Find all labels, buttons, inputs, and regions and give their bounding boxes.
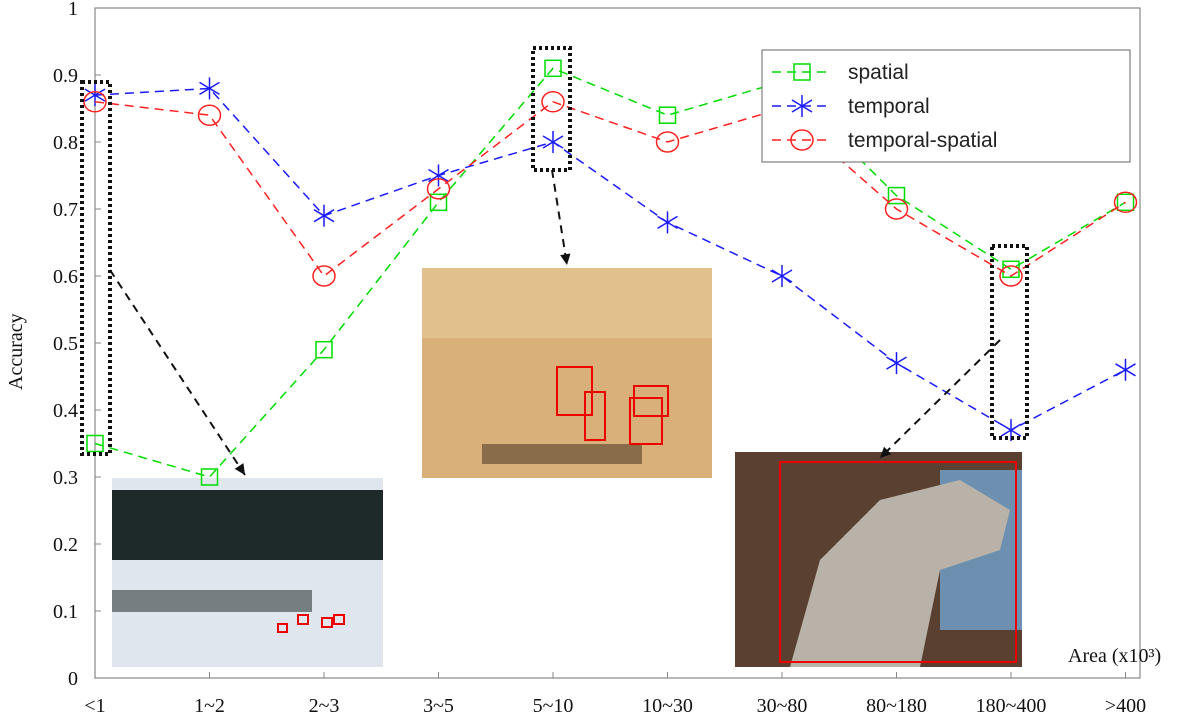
data-point-spatial [1116, 193, 1135, 212]
arrow-head [560, 253, 571, 265]
data-point-temporal-spatial [655, 131, 680, 153]
y-tick-label: 0.5 [53, 333, 78, 355]
x-tick-label: <1 [84, 695, 105, 717]
legend: spatial temporal temporal-spatial [761, 49, 1131, 163]
x-tick-label: 30~80 [757, 695, 808, 717]
data-point-temporal [771, 265, 793, 287]
data-point-spatial [200, 468, 219, 486]
x-tick-label: 1~2 [194, 695, 225, 717]
y-tick-label: 0.1 [53, 601, 78, 623]
dotted-highlight-box [80, 80, 112, 456]
asterisk-stroke [1115, 363, 1136, 377]
asterisk-stroke [428, 168, 449, 183]
data-point-temporal-spatial [1113, 191, 1138, 214]
y-tick-label: 0.7 [53, 199, 78, 221]
wolf-photo [735, 452, 1022, 667]
y-tick-label: 0.6 [53, 266, 78, 288]
sand-top [422, 268, 712, 338]
y-tick-label: 0.8 [53, 132, 78, 154]
data-point-temporal [657, 211, 678, 234]
asterisk-stroke [199, 81, 220, 96]
data-point-temporal [199, 77, 220, 100]
arrow-head [880, 446, 892, 458]
legend-marker [793, 63, 811, 81]
wolf-shape [790, 480, 1010, 667]
x-tick-label: 80~180 [866, 695, 927, 717]
dashed-arrow [551, 169, 568, 266]
data-point-temporal-spatial [884, 198, 909, 220]
detection-box [321, 617, 333, 628]
caption-band [482, 444, 642, 464]
data-point-temporal-spatial [426, 178, 451, 200]
y-tick-label: 0.2 [53, 534, 78, 556]
series-line-temporal-spatial [94, 100, 1126, 278]
dashed-arrow [109, 269, 246, 476]
asterisk-stroke [886, 356, 907, 370]
asterisk-stroke [313, 209, 335, 223]
y-tick-label: 0.9 [53, 65, 78, 87]
legend-label: temporal-spatial [848, 129, 997, 152]
tree-line [112, 590, 312, 612]
data-point-spatial [887, 186, 906, 205]
dashed-arrow [879, 339, 1001, 459]
data-point-spatial [544, 59, 562, 78]
arrow-head [234, 463, 245, 475]
x-tick-label: 180~400 [976, 695, 1047, 717]
asterisk-stroke [791, 99, 813, 113]
data-point-temporal-spatial [541, 91, 565, 113]
desert-photo [422, 268, 712, 478]
data-point-temporal [428, 164, 449, 187]
data-point-temporal [313, 204, 335, 227]
y-tick-label: 0.4 [53, 400, 78, 422]
data-point-spatial [315, 340, 333, 359]
legend-marker [790, 129, 814, 151]
x-tick-label: >400 [1105, 695, 1146, 717]
data-point-temporal-spatial [999, 265, 1023, 287]
x-tick-label: 5~10 [533, 695, 574, 717]
detection-box [629, 397, 663, 445]
detection-box [297, 614, 309, 625]
data-point-temporal [542, 131, 564, 153]
asterisk-stroke [542, 135, 564, 149]
data-point-spatial [86, 434, 104, 453]
detection-box [277, 623, 288, 633]
data-point-temporal [886, 352, 907, 375]
series-line-temporal [94, 87, 1126, 431]
dotted-highlight-box [531, 46, 572, 172]
x-axis-label: Area (x10³) [1068, 645, 1161, 667]
legend-marker [791, 95, 813, 117]
data-point-temporal-spatial [312, 265, 336, 287]
x-tick-label: 10~30 [642, 695, 693, 717]
data-point-spatial [1002, 260, 1020, 279]
data-point-spatial [658, 106, 677, 124]
x-tick-label: 2~3 [309, 695, 340, 717]
legend-label: spatial [848, 61, 909, 84]
asterisk-stroke [84, 88, 106, 102]
detection-box [633, 385, 669, 417]
y-tick-label: 0 [68, 668, 78, 690]
data-point-temporal-spatial [197, 104, 222, 126]
legend-label: temporal [848, 95, 930, 118]
asterisk-stroke [657, 215, 678, 230]
y-axis-label: Accuracy [5, 313, 27, 390]
asterisk-stroke [1000, 423, 1022, 437]
y-tick-label: 0.3 [53, 467, 78, 489]
data-point-temporal [1115, 358, 1136, 381]
detection-box [333, 614, 345, 625]
snow-field-photo [112, 478, 383, 667]
x-tick-label: 3~5 [423, 695, 454, 717]
series-line-spatial [94, 67, 1126, 478]
asterisk-stroke [771, 269, 793, 283]
y-tick-label: 1 [68, 0, 78, 20]
forest-band [112, 490, 383, 560]
detection-box [584, 391, 606, 441]
data-point-spatial [429, 193, 448, 212]
detection-box [779, 461, 1017, 663]
